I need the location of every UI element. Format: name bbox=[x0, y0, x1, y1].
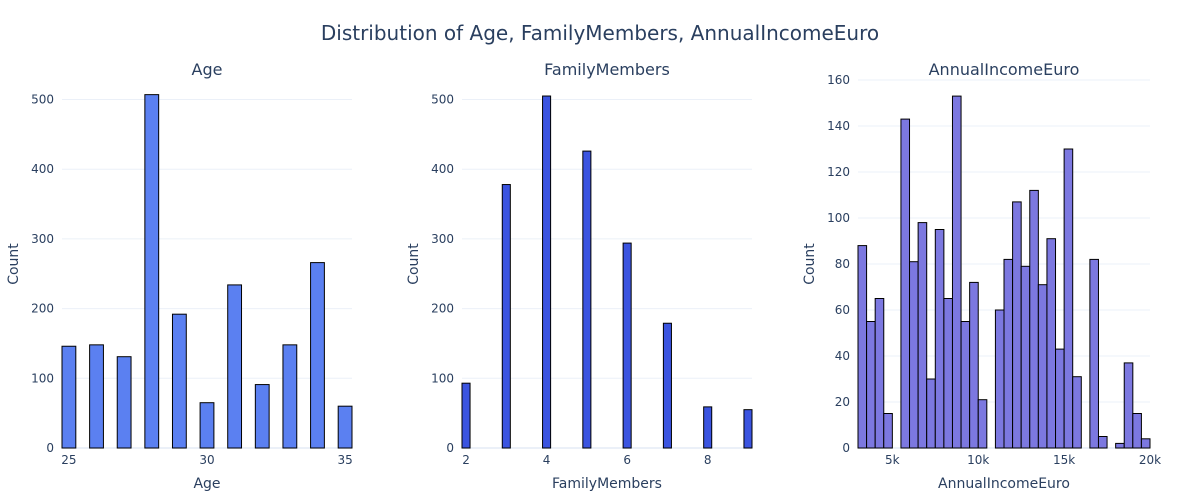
family-members-bar bbox=[704, 407, 712, 448]
annual-income-bar bbox=[1124, 363, 1133, 448]
family-members-bar bbox=[462, 383, 470, 448]
annual-income-y-tick-label: 100 bbox=[827, 211, 850, 225]
annual-income-y-tick-label: 120 bbox=[827, 165, 850, 179]
age-histogram-panel: 0 100 200 300 400 500 25 30 35 Age Age Count bbox=[6, 60, 353, 492]
family-members-subplot-title: FamilyMembers bbox=[544, 60, 670, 79]
figure-title: Distribution of Age, FamilyMembers, Annu… bbox=[321, 21, 879, 45]
age-x-axis-label: Age bbox=[193, 476, 220, 492]
annual-income-subplot-title: AnnualIncomeEuro bbox=[929, 60, 1080, 79]
annual-income-bar bbox=[961, 322, 970, 449]
age-x-tick-label: 35 bbox=[337, 453, 352, 467]
family-members-bar bbox=[583, 151, 591, 448]
annual-income-bar bbox=[944, 299, 953, 449]
annual-income-bar bbox=[901, 119, 910, 448]
age-y-tick-label: 200 bbox=[31, 302, 54, 316]
annual-income-bar bbox=[1056, 349, 1065, 448]
family-members-x-tick-label: 6 bbox=[623, 453, 631, 467]
family-members-bar bbox=[663, 323, 671, 448]
annual-income-bar bbox=[952, 96, 961, 448]
annual-income-bar bbox=[918, 223, 927, 448]
annual-income-x-axis-label: AnnualIncomeEuro bbox=[938, 476, 1070, 492]
annual-income-bar bbox=[1116, 443, 1125, 448]
annual-income-bar bbox=[1141, 439, 1150, 448]
age-bar bbox=[200, 403, 214, 448]
age-x-tick-label: 25 bbox=[61, 453, 76, 467]
annual-income-y-tick-label: 140 bbox=[827, 119, 850, 133]
annual-income-bar bbox=[927, 379, 936, 448]
age-y-tick-label: 100 bbox=[31, 371, 54, 385]
annual-income-bar bbox=[1013, 202, 1022, 448]
age-bar bbox=[62, 346, 76, 448]
age-y-tick-label: 0 bbox=[46, 441, 54, 455]
annual-income-bar bbox=[1090, 259, 1099, 448]
annual-income-y-axis-label: Count bbox=[802, 243, 818, 285]
family-members-y-tick-label: 200 bbox=[431, 302, 454, 316]
age-bar bbox=[117, 357, 131, 448]
age-bar bbox=[255, 385, 269, 448]
age-x-tick-label: 30 bbox=[199, 453, 214, 467]
annual-income-bar bbox=[1064, 149, 1073, 448]
annual-income-y-tick-label: 40 bbox=[835, 349, 850, 363]
age-y-axis-label: Count bbox=[6, 243, 22, 285]
family-members-y-tick-label: 0 bbox=[446, 441, 454, 455]
annual-income-bar bbox=[1133, 414, 1142, 449]
age-bar bbox=[283, 345, 297, 448]
annual-income-y-tick-label: 0 bbox=[842, 441, 850, 455]
age-bar bbox=[338, 406, 352, 448]
age-y-tick-label: 400 bbox=[31, 162, 54, 176]
annual-income-bar bbox=[1030, 190, 1039, 448]
annual-income-bar bbox=[978, 400, 987, 448]
annual-income-bar bbox=[910, 262, 919, 448]
annual-income-y-tick-label: 160 bbox=[827, 73, 850, 87]
age-bar bbox=[311, 263, 325, 448]
annual-income-y-tick-label: 80 bbox=[835, 257, 850, 271]
age-bar bbox=[90, 345, 104, 448]
age-subplot-title: Age bbox=[192, 60, 223, 79]
family-members-bar bbox=[623, 243, 631, 448]
annual-income-x-tick-label: 20k bbox=[1139, 453, 1161, 467]
family-members-bar bbox=[502, 185, 510, 448]
family-members-y-tick-label: 100 bbox=[431, 371, 454, 385]
age-bar bbox=[145, 95, 159, 448]
annual-income-x-tick-label: 10k bbox=[967, 453, 989, 467]
annual-income-y-tick-label: 20 bbox=[835, 395, 850, 409]
annual-income-bar bbox=[858, 246, 867, 448]
annual-income-bar bbox=[935, 230, 944, 449]
annual-income-bar bbox=[1038, 285, 1047, 448]
annual-income-bar bbox=[995, 310, 1004, 448]
family-members-y-tick-label: 400 bbox=[431, 162, 454, 176]
age-bar bbox=[228, 285, 242, 448]
family-members-x-tick-label: 8 bbox=[704, 453, 712, 467]
family-members-y-tick-label: 300 bbox=[431, 232, 454, 246]
family-members-y-axis-label: Count bbox=[406, 243, 422, 285]
annual-income-bar bbox=[1073, 377, 1082, 448]
annual-income-bar bbox=[875, 299, 884, 449]
annual-income-histogram-panel: 0 20 40 60 80 100 120 140 160 5k 10k 15k 20k AnnualIn… bbox=[802, 60, 1161, 492]
annual-income-bar bbox=[867, 322, 876, 449]
annual-income-bar bbox=[970, 282, 979, 448]
annual-income-bar bbox=[1004, 259, 1013, 448]
annual-income-x-tick-label: 15k bbox=[1053, 453, 1075, 467]
family-members-histogram-panel: 0 100 200 300 400 500 2 4 6 8 FamilyMembers FamilyM… bbox=[406, 60, 752, 492]
family-members-bar bbox=[744, 410, 752, 448]
family-members-x-axis-label: FamilyMembers bbox=[552, 476, 662, 492]
age-y-tick-label: 500 bbox=[31, 93, 54, 107]
annual-income-bar bbox=[1021, 266, 1030, 448]
family-members-y-tick-label: 500 bbox=[431, 93, 454, 107]
annual-income-bar bbox=[1047, 239, 1056, 448]
annual-income-x-tick-label: 5k bbox=[885, 453, 900, 467]
family-members-x-tick-label: 2 bbox=[462, 453, 470, 467]
annual-income-bar bbox=[884, 414, 893, 449]
family-members-bar bbox=[543, 96, 551, 448]
annual-income-bar bbox=[1098, 437, 1107, 449]
age-bar bbox=[172, 314, 186, 448]
family-members-x-tick-label: 4 bbox=[543, 453, 551, 467]
annual-income-y-tick-label: 60 bbox=[835, 303, 850, 317]
age-y-tick-label: 300 bbox=[31, 232, 54, 246]
